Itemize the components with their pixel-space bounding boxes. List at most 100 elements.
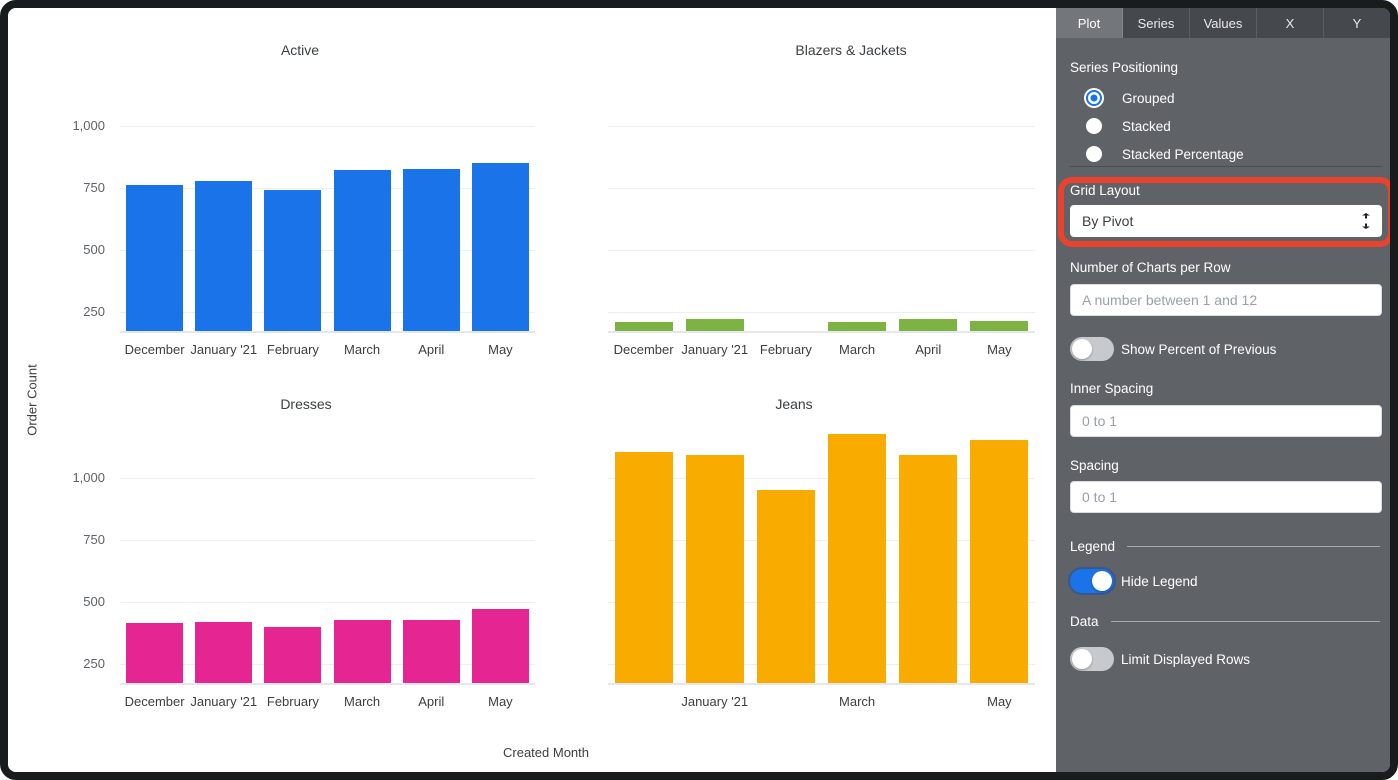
toggle-knob <box>1072 339 1092 359</box>
gridline <box>120 311 535 313</box>
x-axis-title: Created Month <box>503 745 589 760</box>
tab-x[interactable]: X <box>1257 8 1324 38</box>
bar-dresses-january-21[interactable] <box>195 621 252 683</box>
bar-dresses-march[interactable] <box>334 619 391 683</box>
bar-jeans-may[interactable] <box>970 440 1028 683</box>
x-tick-label: January '21 <box>681 694 749 709</box>
inner-spacing-label: Inner Spacing <box>1070 381 1154 396</box>
gridline <box>608 311 1035 313</box>
charts-per-row-input[interactable] <box>1070 284 1382 316</box>
section-rule <box>1127 546 1380 547</box>
chart-title-dresses: Dresses <box>280 396 332 412</box>
bar-active-january-21[interactable] <box>195 180 252 331</box>
toggle-knob <box>1092 571 1112 591</box>
x-tick-label: February <box>266 694 319 709</box>
chart-title-active: Active <box>280 42 320 58</box>
grid-layout-label: Grid Layout <box>1070 183 1140 198</box>
grid-layout-select[interactable]: By Pivot <box>1070 205 1382 237</box>
toggle-knob <box>1072 649 1092 669</box>
bar-blazers-jackets-may[interactable] <box>970 321 1028 331</box>
gridline <box>120 477 535 479</box>
limit-displayed-rows-label: Limit Displayed Rows <box>1121 651 1251 667</box>
x-tick-label: March <box>839 694 876 709</box>
bar-jeans-december[interactable] <box>615 452 673 683</box>
gridline <box>608 663 1035 665</box>
bar-jeans-march[interactable] <box>828 433 886 683</box>
x-tick-label: May <box>488 694 513 709</box>
gridline <box>120 663 535 665</box>
bar-blazers-jackets-march[interactable] <box>828 322 886 331</box>
x-tick-label: March <box>344 342 381 357</box>
legend-section-label: Legend <box>1070 539 1116 554</box>
radio-button[interactable] <box>1086 90 1102 106</box>
x-tick-label: April <box>418 342 445 357</box>
radio-stacked-percentage[interactable]: Stacked Percentage <box>1086 146 1382 162</box>
charts-per-row-label: Number of Charts per Row <box>1070 260 1231 275</box>
series-positioning-group: Grouped Stacked Stacked Percentage <box>1070 90 1382 162</box>
chart-title-blazers-jackets: Blazers & Jackets <box>795 42 907 58</box>
x-tick-label: March <box>839 342 876 357</box>
bar-active-december[interactable] <box>126 184 183 331</box>
bar-active-february[interactable] <box>264 189 321 331</box>
bar-jeans-april[interactable] <box>899 455 957 683</box>
y-tick-label: 250 <box>83 303 105 319</box>
data-section-label: Data <box>1070 614 1099 629</box>
bar-active-may[interactable] <box>472 162 529 331</box>
bar-dresses-april[interactable] <box>403 619 460 683</box>
bar-blazers-jackets-april[interactable] <box>899 318 957 331</box>
show-percent-of-previous-row[interactable]: Show Percent of Previous <box>1070 337 1382 361</box>
x-tick-label: January '21 <box>681 342 749 357</box>
spacing-input[interactable] <box>1070 481 1382 513</box>
y-tick-label: 500 <box>83 593 105 609</box>
bar-jeans-february[interactable] <box>757 489 815 683</box>
y-tick-label: 500 <box>83 241 105 257</box>
hide-legend-label: Hide Legend <box>1121 573 1198 589</box>
plot-area-active <box>120 65 535 333</box>
gridline <box>608 249 1035 251</box>
y-tick-label: 1,000 <box>72 469 105 485</box>
inner-spacing-input[interactable] <box>1070 405 1382 437</box>
bar-dresses-december[interactable] <box>126 623 183 683</box>
show-percent-of-previous-toggle[interactable] <box>1070 337 1114 361</box>
show-percent-of-previous-label: Show Percent of Previous <box>1121 341 1277 357</box>
radio-button[interactable] <box>1086 118 1102 134</box>
bar-blazers-jackets-january-21[interactable] <box>686 318 744 331</box>
tab-series[interactable]: Series <box>1123 8 1190 38</box>
bar-active-march[interactable] <box>334 170 391 331</box>
plot-tab-content: Series Positioning Grouped Stacked Stacked… <box>1056 38 1390 671</box>
radio-label: Stacked Percentage <box>1122 146 1244 162</box>
bar-dresses-february[interactable] <box>264 627 321 683</box>
section-rule <box>1110 621 1380 622</box>
tab-plot[interactable]: Plot <box>1056 8 1123 38</box>
section-divider <box>1070 166 1382 167</box>
x-tick-label: January '21 <box>190 694 258 709</box>
radio-stacked[interactable]: Stacked <box>1086 118 1382 134</box>
limit-displayed-rows-row[interactable]: Limit Displayed Rows <box>1070 647 1382 671</box>
bar-jeans-january-21[interactable] <box>686 454 744 683</box>
hide-legend-row[interactable]: Hide Legend <box>1070 569 1382 593</box>
radio-label: Grouped <box>1122 90 1175 106</box>
y-tick-label: 250 <box>83 655 105 671</box>
chart-title-jeans: Jeans <box>775 396 813 412</box>
bar-active-april[interactable] <box>403 169 460 331</box>
x-tick-label: December <box>124 694 185 709</box>
radio-button[interactable] <box>1086 146 1102 162</box>
series-positioning-label: Series Positioning <box>1070 60 1179 75</box>
gridline <box>608 601 1035 603</box>
radio-grouped[interactable]: Grouped <box>1086 90 1382 106</box>
gridline <box>120 249 535 251</box>
tab-y[interactable]: Y <box>1352 15 1362 31</box>
legend-section-header: Legend <box>1070 539 1382 554</box>
bar-blazers-jackets-december[interactable] <box>615 322 673 331</box>
hide-legend-toggle[interactable] <box>1070 569 1114 593</box>
y-tick-label: 750 <box>83 179 105 195</box>
x-tick-label: May <box>488 342 513 357</box>
y-tick-label: 750 <box>83 531 105 547</box>
tab-values[interactable]: Values <box>1190 8 1257 38</box>
data-section-header: Data <box>1070 614 1382 629</box>
bar-dresses-may[interactable] <box>472 609 529 683</box>
x-tick-label: February <box>759 342 812 357</box>
limit-displayed-rows-toggle[interactable] <box>1070 647 1114 671</box>
plot-area-blazers-jackets <box>608 65 1035 333</box>
